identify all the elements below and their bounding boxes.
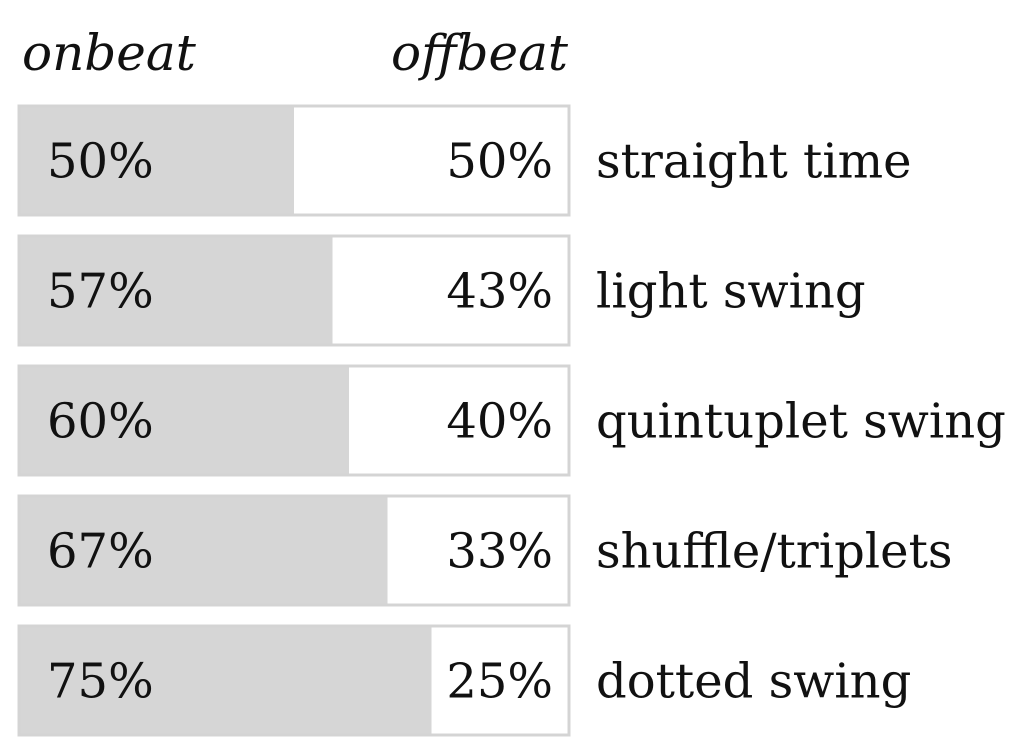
onbeat-label: 75% (47, 654, 154, 710)
offbeat-label: 33% (446, 524, 553, 580)
bar-onbeat (19, 366, 349, 475)
bar-rows: 50% 50% straight time 57% 43% light swing 60% 4… (17, 104, 1006, 737)
bar-offbeat (349, 366, 569, 475)
bar-row: 57% 43% light swing (17, 234, 866, 347)
onbeat-label: 57% (47, 264, 154, 320)
offbeat-label: 40% (446, 394, 553, 450)
bar-outline (17, 234, 571, 347)
bar-offbeat (387, 496, 569, 605)
offbeat-label: 25% (446, 654, 553, 710)
bar-offbeat (294, 106, 569, 215)
bar-onbeat (19, 626, 432, 735)
header-onbeat: onbeat (22, 24, 197, 82)
offbeat-label: 50% (446, 134, 553, 190)
onbeat-label: 60% (47, 394, 154, 450)
bar-row: 60% 40% quintuplet swing (17, 364, 1006, 477)
bar-row: 50% 50% straight time (17, 104, 912, 217)
category-label: shuffle/triplets (596, 524, 952, 580)
bar-offbeat (431, 626, 569, 735)
onbeat-label: 67% (47, 524, 154, 580)
bar-outline (17, 364, 571, 477)
bar-onbeat (19, 106, 294, 215)
bar-row: 67% 33% shuffle/triplets (17, 494, 952, 607)
bar-onbeat (19, 496, 388, 605)
category-label: light swing (596, 264, 866, 320)
bar-row: 75% 25% dotted swing (17, 624, 911, 737)
bar-onbeat (19, 236, 333, 345)
category-label: straight time (596, 134, 912, 190)
category-label: quintuplet swing (596, 394, 1006, 450)
offbeat-label: 43% (446, 264, 553, 320)
onbeat-label: 50% (47, 134, 154, 190)
bar-outline (17, 624, 571, 737)
bar-offbeat (332, 236, 569, 345)
header-offbeat: offbeat (391, 24, 569, 82)
bar-outline (17, 494, 571, 607)
category-label: dotted swing (596, 654, 911, 710)
bar-outline (17, 104, 571, 217)
